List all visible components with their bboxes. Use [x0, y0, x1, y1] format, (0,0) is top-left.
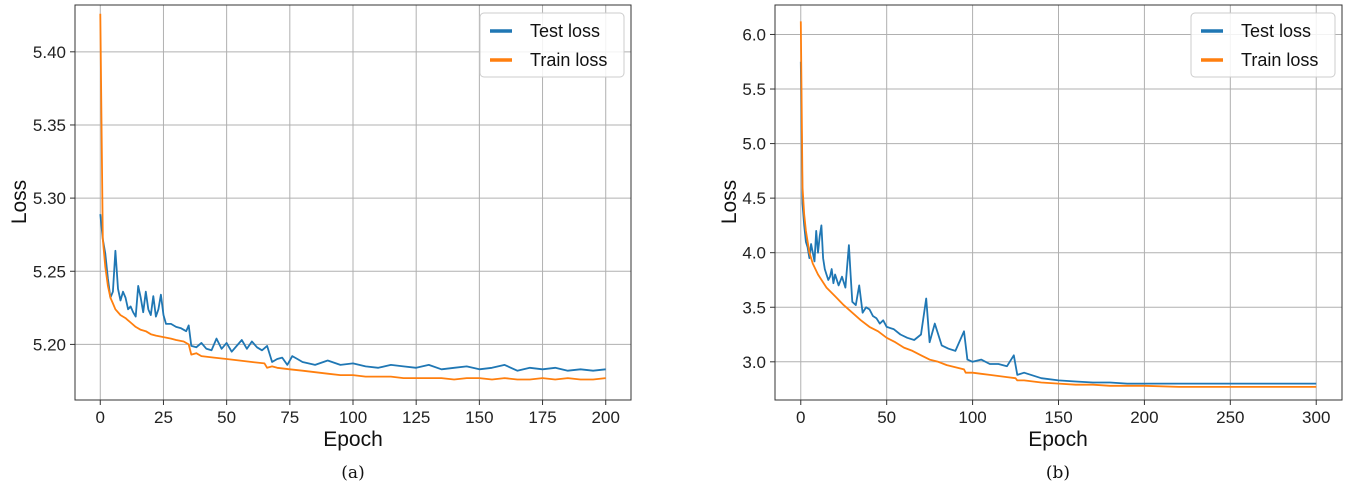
x-ticks-b: 0 50 100 150 200 250 300 [796, 400, 1330, 427]
y-tick-label: 5.30 [33, 189, 66, 208]
legend-box-a [479, 12, 625, 78]
x-tick-label: 200 [1130, 408, 1158, 427]
y-tick-label: 5.20 [33, 335, 66, 354]
y-tick-label: 5.35 [33, 116, 66, 135]
caption-a: (a) [341, 463, 364, 483]
y-tick-label: 4.5 [742, 189, 766, 208]
legend-label-test-loss-b: Test loss [1241, 21, 1311, 41]
y-tick-label: 5.5 [742, 80, 766, 99]
chart-panel-a: 0 25 50 75 100 125 150 175 200 5.205.255.305.355… [8, 4, 632, 483]
x-tick-label: 100 [339, 408, 367, 427]
series-line-test-loss [799, 61, 1317, 385]
legend-a: Test loss Train loss [479, 12, 625, 78]
chart-panel-b: 0 50 100 150 200 250 300 3.0 3.5 4.0 4.5 5.0 5.5 6.0… [718, 4, 1343, 483]
x-tick-label: 50 [217, 408, 236, 427]
series-line-train-loss [799, 21, 1317, 388]
x-tick-label: 25 [154, 408, 173, 427]
x-tick-label: 75 [280, 408, 299, 427]
legend-box-b [1190, 12, 1336, 78]
x-tick-label: 200 [592, 408, 620, 427]
y-tick-label: 3.0 [742, 353, 766, 372]
legend-b: Test loss Train loss [1190, 12, 1336, 78]
legend-label-test-loss-a: Test loss [530, 21, 600, 41]
grid-b [775, 5, 1342, 400]
caption-b: (b) [1046, 463, 1070, 483]
y-tick-label: 4.0 [742, 244, 766, 263]
x-tick-label: 175 [528, 408, 556, 427]
series-lines-b [799, 21, 1317, 388]
x-tick-label: 300 [1302, 408, 1330, 427]
legend-label-train-loss-b: Train loss [1241, 50, 1318, 70]
x-tick-label: 125 [402, 408, 430, 427]
y-tick-label: 5.25 [33, 262, 66, 281]
y-ticks-b: 3.0 3.5 4.0 4.5 5.0 5.5 6.0 [742, 25, 775, 372]
x-tick-label: 150 [465, 408, 493, 427]
series-line-train-loss [99, 13, 606, 381]
y-tick-label: 3.5 [742, 298, 766, 317]
y-ticks-a: 5.20 5.25 5.30 5.35 5.40 [33, 43, 75, 354]
y-tick-label: 5.0 [742, 135, 766, 154]
y-axis-label-a: Loss [8, 180, 31, 224]
y-tick-label: 6.0 [742, 25, 766, 44]
x-tick-label: 0 [96, 408, 105, 427]
series-line-test-loss [99, 214, 606, 372]
x-axis-label-a: Epoch [323, 428, 383, 451]
x-tick-label: 150 [1044, 408, 1072, 427]
x-tick-label: 250 [1216, 408, 1244, 427]
x-ticks-a: 0 25 50 75 100 125 150 175 200 [96, 400, 620, 427]
y-axis-label-b: Loss [718, 180, 741, 224]
legend-label-train-loss-a: Train loss [530, 50, 607, 70]
x-tick-label: 50 [877, 408, 896, 427]
x-tick-label: 100 [958, 408, 986, 427]
x-tick-label: 0 [796, 408, 805, 427]
x-axis-label-b: Epoch [1028, 428, 1088, 451]
series-lines-a [99, 13, 606, 381]
y-tick-label: 5.40 [33, 43, 66, 62]
